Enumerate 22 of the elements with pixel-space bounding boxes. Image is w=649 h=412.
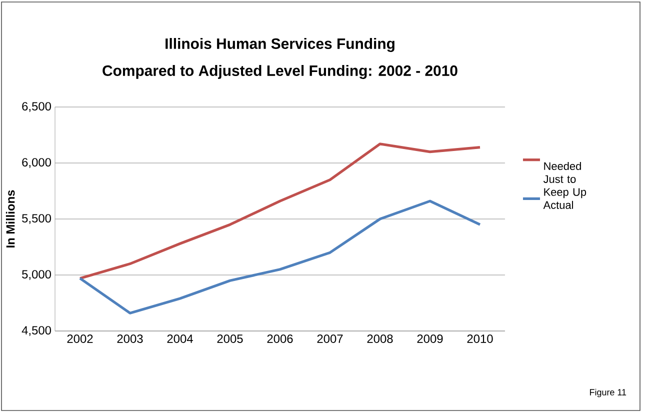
y-axis-title: In Millions	[6, 190, 15, 248]
x-tick-label: 2006	[267, 334, 293, 343]
x-tick-label: 2004	[167, 334, 193, 343]
x-tick-label: 2002	[67, 334, 93, 343]
x-tick-label: 2009	[417, 334, 443, 343]
x-tick-label: 2008	[367, 334, 393, 343]
y-tick-label: 6,000	[22, 158, 52, 168]
line-series	[78, 142, 482, 280]
line-series	[78, 200, 482, 314]
y-tick-label: 5,500	[22, 214, 52, 224]
chart-title: Illinois Human Services Funding	[166, 38, 394, 52]
y-tick-label: 5,000	[22, 270, 52, 280]
text: Needed Just to Keep Up	[543, 162, 586, 198]
caption: Figure 11	[590, 388, 626, 398]
x-tick-label: 2010	[467, 334, 493, 343]
x-tick-label: 2007	[317, 334, 343, 343]
x-tick-label: 2005	[217, 334, 243, 343]
y-tick-label: 4,500	[22, 326, 52, 336]
legend-label: Actual	[543, 200, 574, 209]
x-tick-label: 2003	[117, 334, 143, 343]
chart-subtitle: Compared to Adjusted Level Funding: 2002 - 2010	[102, 65, 458, 79]
y-tick-label: 6,500	[22, 102, 52, 112]
